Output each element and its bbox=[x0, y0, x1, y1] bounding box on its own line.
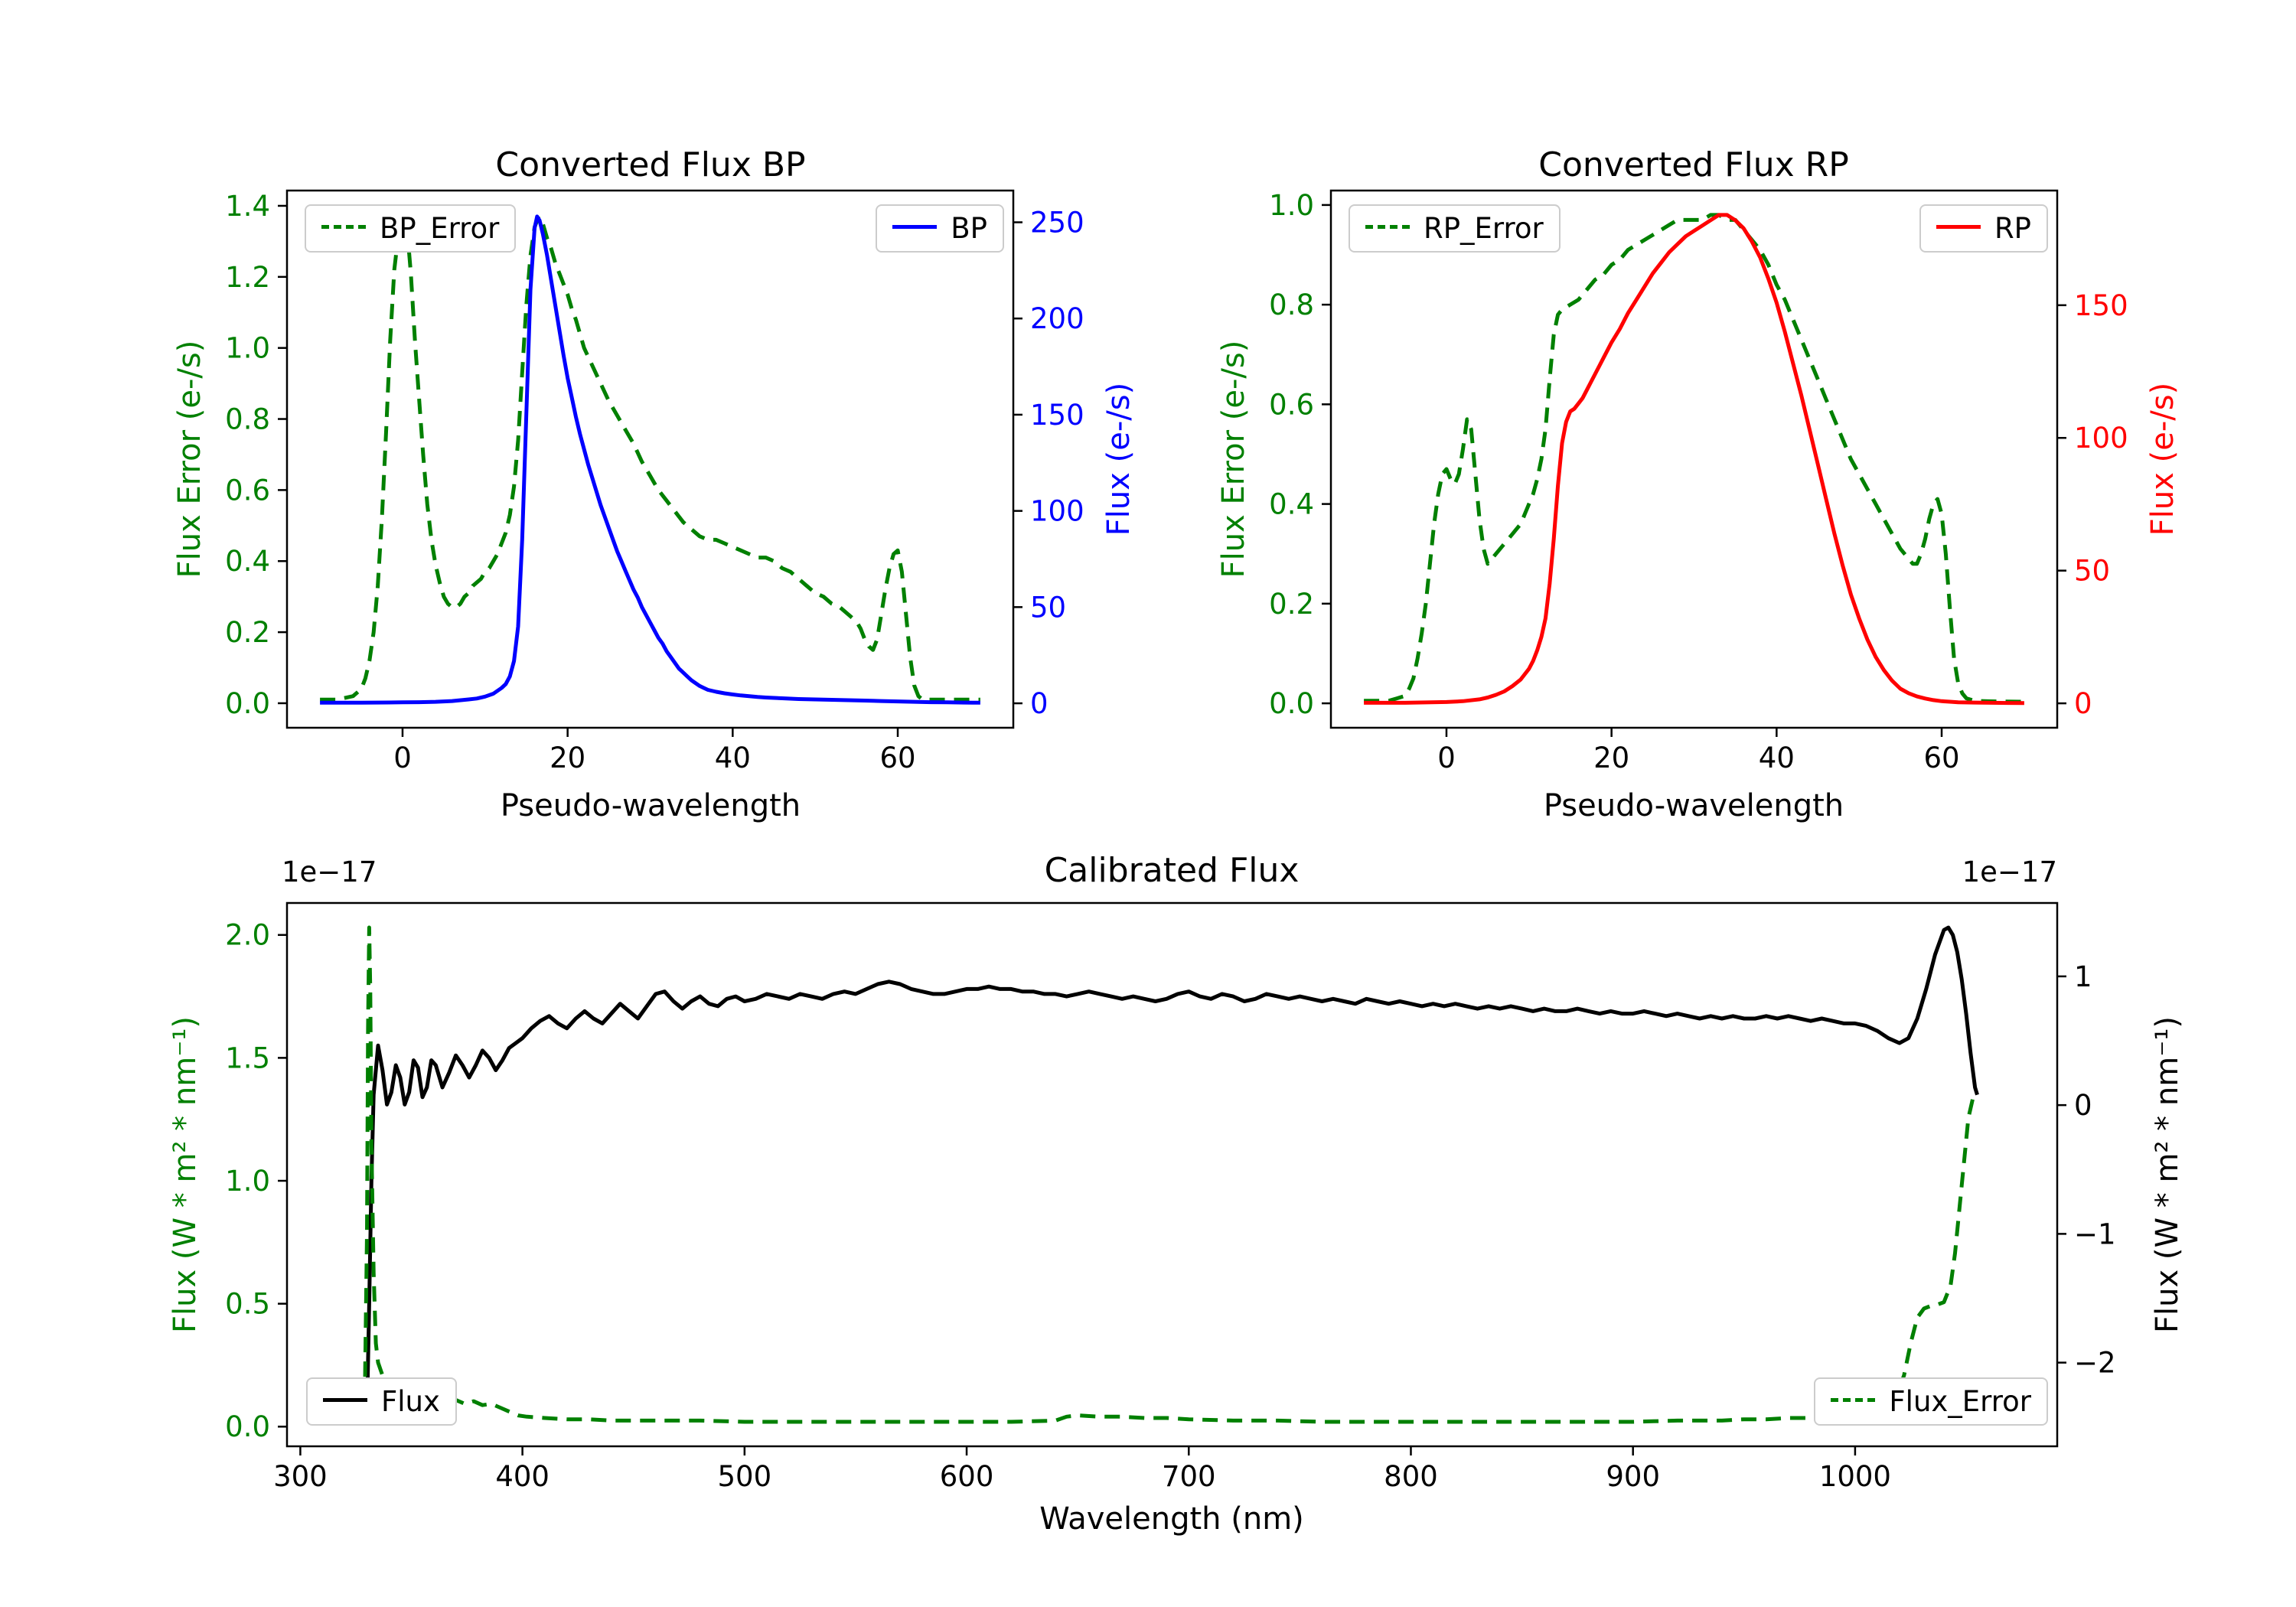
bp-right-tick-label: 200 bbox=[1030, 302, 1084, 335]
rp-axes-spines bbox=[1329, 189, 2059, 729]
rp-x-tick-label: 60 bbox=[1923, 742, 1959, 774]
bp-right-tick-label: 0 bbox=[1030, 687, 1049, 720]
cal-x-tick-label: 1000 bbox=[1819, 1460, 1891, 1493]
cal-left-tick-label: 1.0 bbox=[225, 1165, 270, 1198]
legend-bp-error: BP_Error bbox=[305, 204, 517, 253]
bp-plot-area: 0 20 40 60 0.0 0.2 0.4 0.6 0.8 1.0 1.2 1.4 0 50 100 150… bbox=[225, 189, 1084, 774]
rp-series-rp_error bbox=[1364, 213, 2024, 704]
bp-left-y-axis-label: Flux Error (e-/s) bbox=[172, 340, 207, 579]
rp-left-tick-label: 0.2 bbox=[1269, 588, 1314, 621]
bp-right-tick-label: 150 bbox=[1030, 399, 1084, 432]
legend-rp-error: RP_Error bbox=[1349, 204, 1561, 253]
bp-right-tick-label: 250 bbox=[1030, 206, 1084, 239]
cal-left-tick-label: 0.0 bbox=[225, 1410, 270, 1443]
legend-label: RP_Error bbox=[1424, 212, 1544, 245]
legend-label: BP bbox=[951, 212, 987, 245]
legend-label: RP bbox=[1994, 212, 2031, 245]
bp-x-axis-label: Pseudo-wavelength bbox=[500, 788, 801, 823]
rp-left-y-axis-label: Flux Error (e-/s) bbox=[1216, 340, 1251, 579]
cal-x-tick-label: 300 bbox=[273, 1460, 328, 1493]
flux-error-legend-line-icon bbox=[1831, 1397, 1876, 1406]
bp-x-tick-label: 60 bbox=[879, 742, 915, 774]
bp-series-bp_error bbox=[320, 214, 980, 702]
bp-x-tick-label: 40 bbox=[715, 742, 751, 774]
cal-left-offset-text: 1e−17 bbox=[282, 856, 377, 888]
rp-right-tick-label: 0 bbox=[2074, 687, 2092, 720]
bp-left-tick-label: 0.8 bbox=[225, 403, 270, 435]
bp-plot-title: Converted Flux BP bbox=[495, 145, 806, 184]
bp-error-legend-line-icon bbox=[321, 224, 366, 233]
cal-left-tick-label: 2.0 bbox=[225, 919, 270, 952]
legend-label: Flux bbox=[381, 1385, 440, 1418]
rp-plot-area: 0 20 40 60 0.0 0.2 0.4 0.6 0.8 1.0 0 50 100 150 bbox=[1269, 189, 2128, 774]
cal-left-tick-label: 1.5 bbox=[225, 1041, 270, 1074]
cal-right-tick-label: 1 bbox=[2074, 960, 2092, 993]
legend-label: BP_Error bbox=[380, 212, 500, 245]
bp-legend-line-icon bbox=[892, 224, 938, 233]
cal-right-tick-label: 0 bbox=[2074, 1089, 2092, 1122]
cal-x-tick-label: 800 bbox=[1384, 1460, 1438, 1493]
rp-error-legend-line-icon bbox=[1365, 224, 1410, 233]
rp-x-tick-label: 20 bbox=[1593, 742, 1629, 774]
bp-right-tick-label: 100 bbox=[1030, 495, 1084, 528]
cal-right-y-axis-label: Flux (W * m² * nm⁻¹) bbox=[2150, 1016, 2185, 1333]
cal-series-flux_error bbox=[363, 925, 1975, 1424]
rp-left-tick-label: 0.0 bbox=[1269, 687, 1314, 720]
rp-left-tick-label: 0.8 bbox=[1269, 288, 1314, 321]
rp-right-tick-label: 100 bbox=[2074, 422, 2128, 455]
bp-right-tick-label: 50 bbox=[1030, 591, 1066, 624]
rp-series-rp bbox=[1364, 213, 2024, 706]
bp-left-tick-label: 0.0 bbox=[225, 687, 270, 720]
rp-right-tick-label: 150 bbox=[2074, 289, 2128, 322]
bp-left-tick-label: 1.4 bbox=[225, 190, 270, 223]
flux-legend-line-icon bbox=[323, 1397, 367, 1406]
cal-x-tick-label: 600 bbox=[940, 1460, 994, 1493]
rp-left-tick-label: 1.0 bbox=[1269, 189, 1314, 222]
cal-right-tick-label: −2 bbox=[2074, 1347, 2116, 1380]
bp-left-tick-label: 0.4 bbox=[225, 545, 270, 578]
cal-left-tick-label: 0.5 bbox=[225, 1288, 270, 1321]
cal-plot-area: 300 400 500 600 700 800 900 1000 0.0 0.5 1.0 1.5 2.0… bbox=[225, 901, 2116, 1493]
cal-x-tick-label: 700 bbox=[1162, 1460, 1216, 1493]
bp-left-tick-label: 0.6 bbox=[225, 474, 270, 507]
rp-x-axis-label: Pseudo-wavelength bbox=[1543, 788, 1844, 823]
bp-series-bp bbox=[320, 214, 980, 705]
cal-axes-spines bbox=[285, 901, 2059, 1448]
cal-x-tick-label: 500 bbox=[718, 1460, 772, 1493]
cal-x-axis-label: Wavelength (nm) bbox=[1039, 1501, 1304, 1537]
legend-flux: Flux bbox=[306, 1377, 457, 1426]
cal-series-flux bbox=[365, 925, 1979, 1415]
rp-left-tick-label: 0.6 bbox=[1269, 388, 1314, 421]
legend-rp: RP bbox=[1919, 204, 2048, 253]
bp-axes-spines bbox=[285, 189, 1015, 729]
cal-right-offset-text: 1e−17 bbox=[1962, 856, 2057, 888]
bp-left-tick-label: 0.2 bbox=[225, 616, 270, 649]
bp-x-tick-label: 20 bbox=[550, 742, 585, 774]
legend-bp: BP bbox=[876, 204, 1004, 253]
cal-right-tick-label: −1 bbox=[2074, 1217, 2116, 1250]
cal-x-tick-label: 400 bbox=[495, 1460, 550, 1493]
rp-right-y-axis-label: Flux (e-/s) bbox=[2145, 382, 2180, 536]
bp-left-tick-label: 1.2 bbox=[225, 261, 270, 294]
rp-x-tick-label: 0 bbox=[1437, 742, 1456, 774]
cal-x-tick-label: 900 bbox=[1606, 1460, 1660, 1493]
rp-x-tick-label: 40 bbox=[1759, 742, 1795, 774]
cal-plot-title: Calibrated Flux bbox=[1044, 851, 1300, 890]
bp-x-tick-label: 0 bbox=[393, 742, 412, 774]
legend-label: Flux_Error bbox=[1889, 1385, 2031, 1418]
rp-left-tick-label: 0.4 bbox=[1269, 488, 1314, 521]
rp-legend-line-icon bbox=[1936, 224, 1981, 233]
bp-left-tick-label: 1.0 bbox=[225, 332, 270, 365]
rp-right-tick-label: 50 bbox=[2074, 555, 2110, 588]
bp-right-y-axis-label: Flux (e-/s) bbox=[1101, 382, 1137, 536]
rp-plot-title: Converted Flux RP bbox=[1538, 145, 1849, 184]
cal-left-y-axis-label: Flux (W * m² * nm⁻¹) bbox=[168, 1016, 203, 1333]
legend-flux-error: Flux_Error bbox=[1814, 1377, 2048, 1426]
